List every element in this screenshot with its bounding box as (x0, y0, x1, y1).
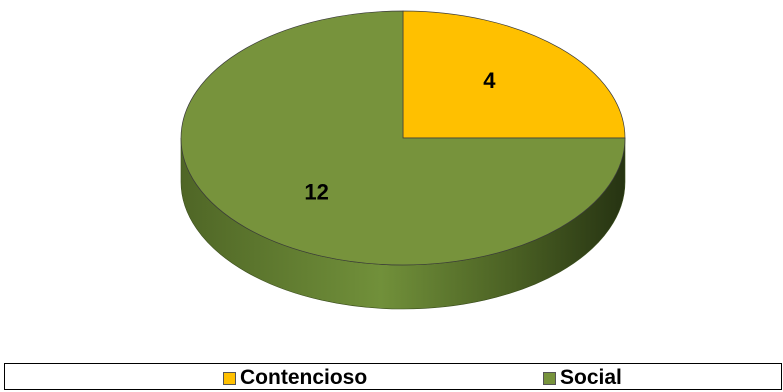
pie-slice-social (180, 10, 626, 266)
legend-item-contencioso: Contencioso (223, 367, 367, 389)
data-label-contencioso: 4 (483, 68, 496, 93)
legend-swatch-contencioso (223, 371, 236, 385)
pie-slice-contencioso (402, 10, 626, 139)
legend-label-social: Social (560, 366, 622, 389)
legend-label-contencioso: Contencioso (240, 366, 368, 389)
pie-chart: 4 12 (180, 10, 626, 310)
data-label-social: 12 (304, 179, 328, 204)
legend-swatch-social (543, 371, 556, 385)
legend-item-social: Social (543, 367, 622, 389)
legend: Contencioso Social (4, 363, 782, 390)
